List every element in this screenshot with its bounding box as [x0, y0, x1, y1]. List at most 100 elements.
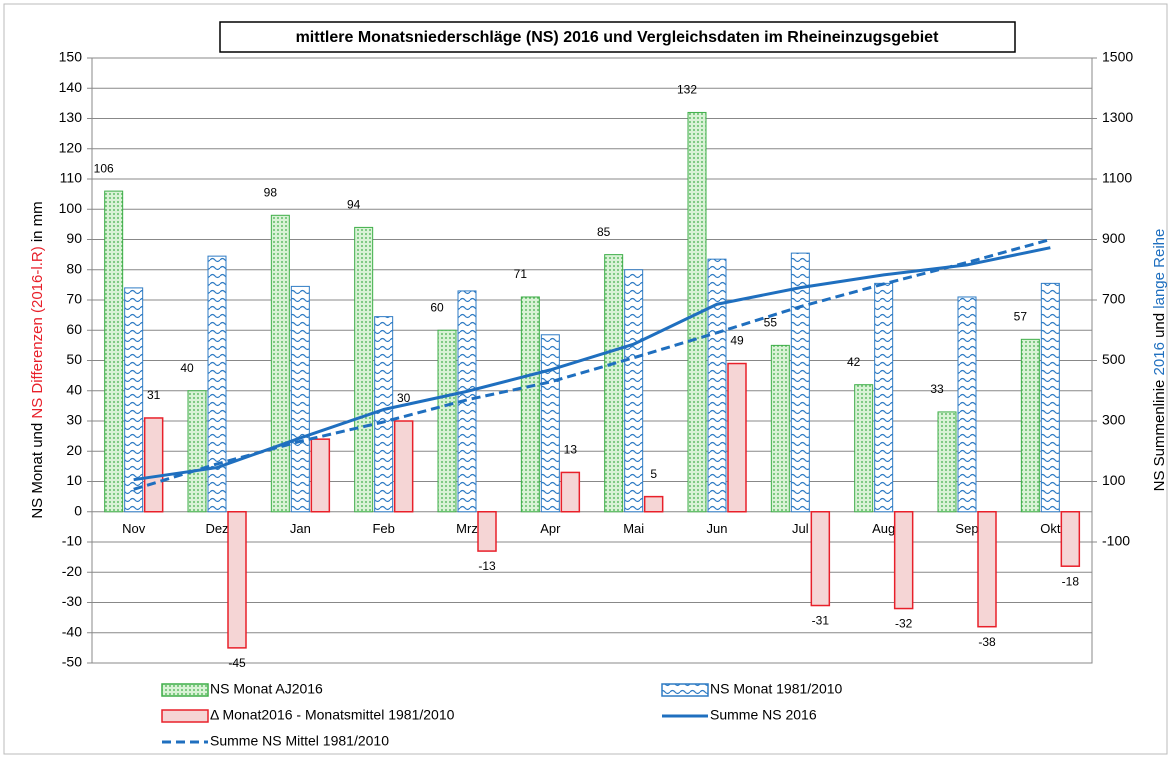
data-label: 55: [764, 316, 778, 330]
y-tick-label: 10: [66, 472, 82, 488]
data-label: 42: [847, 355, 861, 369]
y2-tick-label: 100: [1102, 472, 1126, 488]
data-label: -18: [1062, 574, 1080, 588]
bar: [770, 344, 790, 513]
y-label-part: NS Differenzen (2016-l.R): [29, 246, 46, 418]
data-label: 31: [147, 388, 161, 402]
y-tick-label: -20: [62, 563, 82, 579]
bar: [707, 258, 727, 513]
x-tick-label: Aug: [872, 521, 895, 536]
y2-label-part: 2016: [1151, 342, 1168, 375]
data-label: 106: [94, 161, 114, 175]
y-tick-label: 150: [59, 49, 83, 65]
y-axis-label: NS Monat und NS Differenzen (2016-l.R) i…: [29, 201, 46, 518]
y-tick-label: 140: [59, 79, 83, 95]
legend-label: Summe NS 2016: [710, 707, 817, 723]
bar: [227, 511, 247, 649]
data-label: -32: [895, 617, 913, 631]
bar: [1040, 282, 1060, 513]
x-tick-label: Jan: [290, 521, 311, 536]
bar: [937, 411, 957, 513]
y-tick-label: 50: [66, 351, 82, 367]
y-label-part: in mm: [29, 201, 46, 246]
y2-tick-label: 700: [1102, 291, 1126, 307]
y2-tick-label: 1500: [1102, 49, 1133, 65]
y2-tick-label: 300: [1102, 412, 1126, 428]
data-label: 60: [430, 300, 444, 314]
y-tick-label: -30: [62, 593, 82, 609]
bar: [687, 111, 707, 513]
data-label: 71: [514, 267, 528, 281]
x-tick-label: Mai: [623, 521, 644, 536]
y-tick-label: -50: [62, 654, 82, 670]
legend-swatch: [661, 683, 709, 697]
bar: [1020, 338, 1040, 513]
bar: [874, 282, 894, 513]
x-tick-label: Mrz: [456, 521, 478, 536]
y-tick-label: 120: [59, 139, 83, 155]
y2-tick-label: 500: [1102, 351, 1126, 367]
bar: [977, 511, 997, 628]
x-tick-label: Dez: [205, 521, 228, 536]
y-tick-label: 0: [74, 502, 82, 518]
x-tick-label: Jun: [707, 521, 728, 536]
bar: [354, 226, 374, 513]
bar: [393, 420, 414, 513]
data-label: 33: [930, 382, 944, 396]
bar: [520, 296, 540, 513]
y-tick-label: 90: [66, 230, 82, 246]
y-tick-label: 80: [66, 260, 82, 276]
legend-swatch: [161, 709, 209, 723]
x-tick-label: Jul: [792, 521, 809, 536]
bar: [893, 511, 914, 610]
bar: [790, 252, 810, 513]
data-label: 5: [650, 467, 657, 481]
line: [133, 238, 1051, 491]
y-tick-label: 130: [59, 109, 83, 125]
x-tick-label: Apr: [540, 521, 561, 536]
legend-swatch: [161, 683, 209, 697]
bar: [624, 269, 644, 513]
data-label: -45: [228, 656, 246, 670]
bar: [810, 511, 831, 607]
y2-tick-label: 900: [1102, 230, 1126, 246]
bar: [310, 438, 331, 513]
bar: [143, 417, 164, 513]
data-label: 94: [347, 198, 361, 212]
x-tick-label: Feb: [372, 521, 394, 536]
y2-label-part: lange Reihe: [1151, 229, 1168, 309]
legend-label: Δ Monat2016 - Monatsmittel 1981/2010: [210, 707, 455, 723]
data-label: -13: [478, 559, 496, 573]
data-label: 98: [264, 185, 278, 199]
y-tick-label: 60: [66, 321, 82, 337]
bar: [290, 285, 310, 513]
bar: [437, 329, 457, 513]
data-label: 40: [180, 361, 194, 375]
x-tick-label: Sep: [955, 521, 978, 536]
bar: [187, 390, 207, 513]
line: [133, 246, 1051, 482]
bar: [477, 511, 497, 552]
y-tick-label: 70: [66, 291, 82, 307]
data-label: 132: [677, 83, 697, 97]
y-tick-label: 40: [66, 381, 82, 397]
y2-axis-label: NS Summenlinie 2016 und lange Reihe: [1151, 229, 1168, 492]
y-tick-label: 20: [66, 442, 82, 458]
chart-frame: [3, 3, 1168, 755]
legend-label: NS Monat 1981/2010: [710, 681, 843, 697]
bar: [104, 190, 124, 513]
y2-tick-label: 1300: [1102, 109, 1133, 125]
data-label: 85: [597, 225, 611, 239]
data-label: 13: [564, 443, 578, 457]
bar: [560, 471, 581, 513]
bar: [854, 384, 874, 513]
bar: [1060, 511, 1081, 567]
data-label: 49: [730, 334, 744, 348]
data-label: 57: [1014, 309, 1028, 323]
x-tick-label: Nov: [122, 521, 146, 536]
bar: [270, 214, 290, 513]
x-tick-label: Okt: [1040, 521, 1061, 536]
y-tick-label: -10: [62, 533, 82, 549]
bar: [604, 254, 624, 513]
